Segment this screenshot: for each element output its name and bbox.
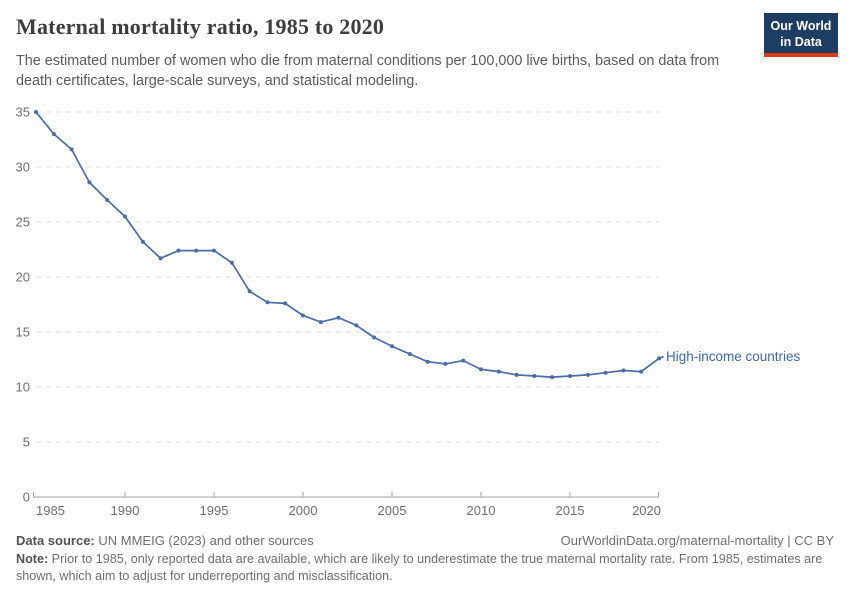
data-point[interactable] bbox=[603, 370, 608, 375]
y-axis-tick-label: 25 bbox=[16, 215, 30, 230]
series-label[interactable]: High-income countries bbox=[666, 349, 801, 364]
data-point[interactable] bbox=[336, 315, 341, 320]
y-axis-tick-label: 35 bbox=[16, 105, 30, 120]
y-axis-tick-label: 0 bbox=[23, 490, 30, 505]
data-point[interactable] bbox=[283, 301, 288, 306]
data-point[interactable] bbox=[247, 289, 252, 294]
data-point[interactable] bbox=[34, 110, 38, 114]
x-axis-tick-label: 1990 bbox=[111, 503, 140, 518]
chart-note-text: Prior to 1985, only reported data are av… bbox=[16, 552, 823, 583]
data-point[interactable] bbox=[372, 335, 377, 340]
owid-link[interactable]: OurWorldinData.org/maternal-mortality | … bbox=[560, 533, 834, 548]
data-point[interactable] bbox=[496, 369, 501, 374]
owid-logo-line2: in Data bbox=[780, 35, 822, 49]
data-point[interactable] bbox=[212, 248, 216, 253]
data-point[interactable] bbox=[479, 367, 483, 372]
y-axis-tick-label: 15 bbox=[16, 325, 30, 340]
data-point[interactable] bbox=[550, 375, 555, 380]
data-point[interactable] bbox=[407, 352, 412, 356]
x-axis-tick-label: 1985 bbox=[36, 503, 65, 518]
chart-note: Note: Prior to 1985, only reported data … bbox=[16, 551, 836, 585]
x-axis-tick-label: 2000 bbox=[289, 503, 318, 518]
y-axis-tick-label: 20 bbox=[16, 270, 30, 285]
data-point[interactable] bbox=[318, 320, 323, 325]
data-point[interactable] bbox=[140, 239, 145, 244]
data-point[interactable] bbox=[301, 313, 305, 318]
data-point[interactable] bbox=[514, 372, 519, 377]
data-point[interactable] bbox=[532, 374, 537, 378]
data-source: Data source: UN MMEIG (2023) and other s… bbox=[16, 533, 314, 548]
x-axis-tick-label: 2020 bbox=[632, 503, 661, 518]
data-point[interactable] bbox=[105, 198, 110, 202]
data-point[interactable] bbox=[568, 374, 572, 378]
data-point[interactable] bbox=[176, 248, 181, 253]
y-axis-tick-label: 30 bbox=[16, 160, 30, 175]
data-point[interactable] bbox=[585, 372, 590, 377]
page-title: Maternal mortality ratio, 1985 to 2020 bbox=[16, 14, 385, 39]
data-point[interactable] bbox=[390, 344, 394, 349]
y-axis-tick-label: 10 bbox=[16, 380, 30, 395]
data-point[interactable] bbox=[354, 323, 359, 328]
trend-line[interactable] bbox=[35, 111, 660, 378]
x-axis-tick-label: 1995 bbox=[200, 503, 229, 518]
owid-logo[interactable]: Our World in Data bbox=[764, 13, 838, 57]
x-axis-tick-label: 2015 bbox=[556, 503, 585, 518]
data-point[interactable] bbox=[87, 180, 92, 185]
data-point[interactable] bbox=[51, 132, 56, 136]
data-source-label: Data source: bbox=[16, 533, 95, 548]
data-point[interactable] bbox=[461, 358, 466, 363]
y-axis-tick-label: 5 bbox=[23, 435, 30, 450]
data-point[interactable] bbox=[443, 361, 448, 366]
data-source-text: UN MMEIG (2023) and other sources bbox=[94, 533, 314, 548]
data-point[interactable] bbox=[158, 256, 163, 261]
x-axis-tick-label: 2005 bbox=[378, 503, 407, 518]
owid-logo-line1: Our World bbox=[770, 19, 832, 33]
data-point[interactable] bbox=[69, 147, 74, 152]
x-axis-tick-label: 2010 bbox=[467, 503, 496, 518]
data-point[interactable] bbox=[229, 260, 234, 265]
chart-note-label: Note: bbox=[16, 552, 49, 566]
data-point[interactable] bbox=[194, 248, 199, 253]
data-point[interactable] bbox=[639, 369, 644, 374]
chart-subtitle: The estimated number of women who die fr… bbox=[16, 53, 720, 90]
data-point[interactable] bbox=[425, 359, 430, 364]
data-point[interactable] bbox=[265, 300, 270, 305]
data-point[interactable] bbox=[657, 356, 661, 361]
data-point[interactable] bbox=[621, 368, 626, 373]
data-point[interactable] bbox=[123, 214, 127, 219]
